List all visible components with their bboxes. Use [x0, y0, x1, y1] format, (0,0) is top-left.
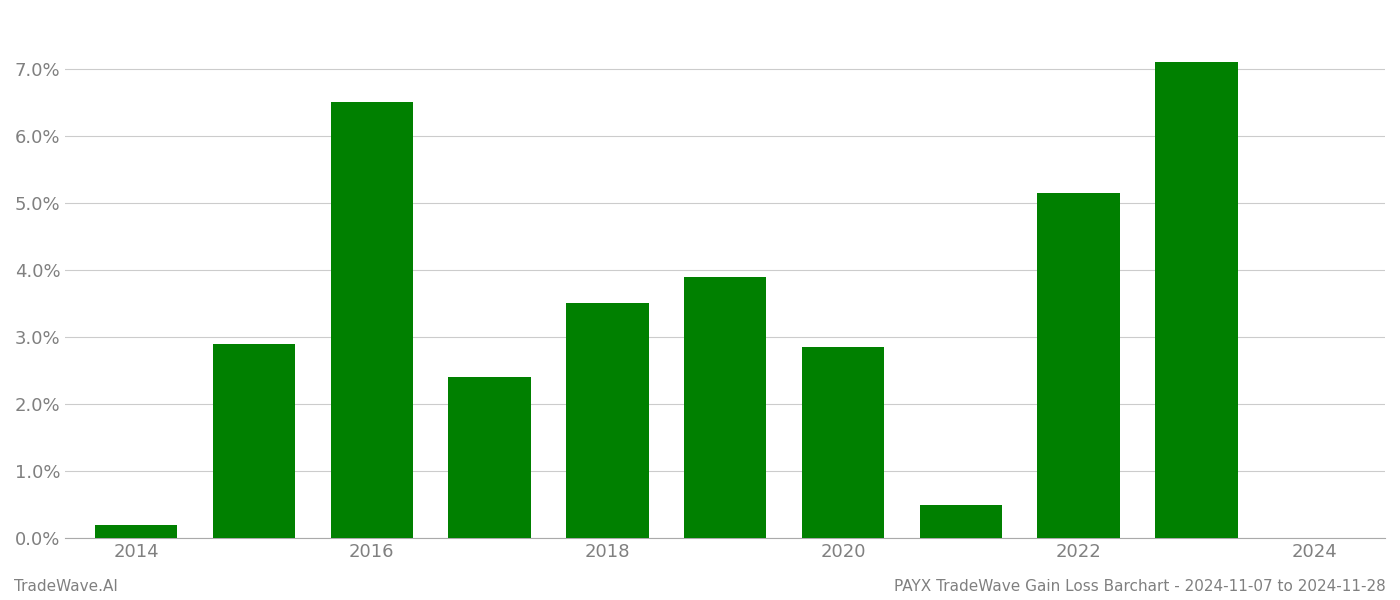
Bar	[95, 525, 178, 538]
Bar	[1037, 193, 1120, 538]
Text: PAYX TradeWave Gain Loss Barchart - 2024-11-07 to 2024-11-28: PAYX TradeWave Gain Loss Barchart - 2024…	[895, 579, 1386, 594]
Bar	[1155, 62, 1238, 538]
Bar	[920, 505, 1002, 538]
Bar	[802, 347, 885, 538]
Bar	[448, 377, 531, 538]
Bar	[566, 304, 648, 538]
Bar	[685, 277, 766, 538]
Bar	[213, 344, 295, 538]
Bar	[330, 102, 413, 538]
Text: TradeWave.AI: TradeWave.AI	[14, 579, 118, 594]
